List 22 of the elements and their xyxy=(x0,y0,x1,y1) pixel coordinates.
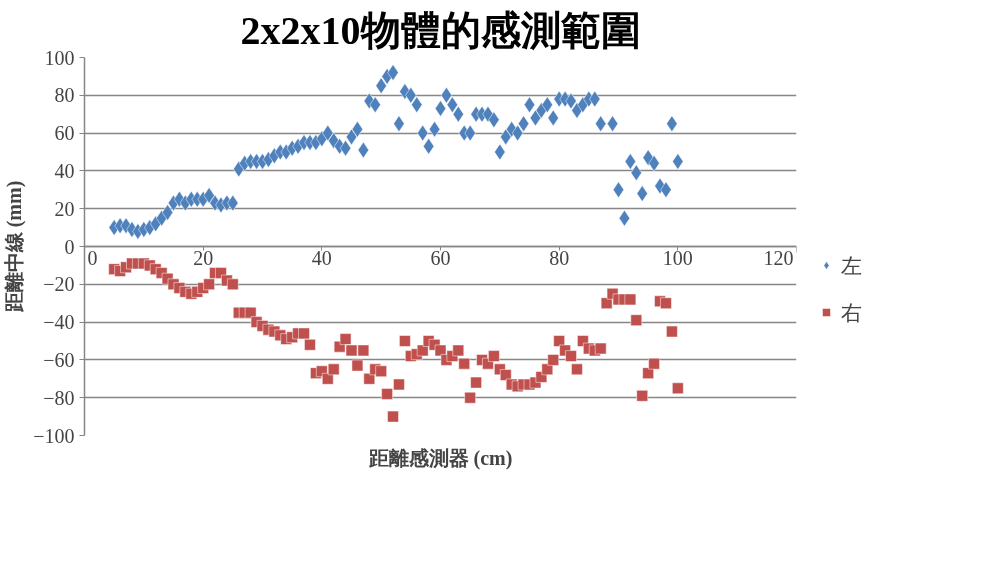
x-axis-title: 距離感測器 (cm) xyxy=(367,446,513,470)
y-tick-label: −20 xyxy=(43,273,75,296)
legend-label: 右 xyxy=(841,299,862,327)
y-tick-label: −100 xyxy=(33,424,75,447)
x-tick-label: 100 xyxy=(662,246,693,269)
y-tick-label: 60 xyxy=(54,122,75,145)
y-axis-title: 距離中線 (mm) xyxy=(3,180,27,314)
y-tick-label: −80 xyxy=(43,386,75,409)
x-tick-label: 120 xyxy=(763,246,794,269)
x-tick-label: 40 xyxy=(311,246,332,269)
x-tick-label: 0 xyxy=(87,246,98,269)
y-tick-label: 20 xyxy=(54,197,75,220)
y-tick-label: −40 xyxy=(43,311,75,334)
legend-label: 左 xyxy=(841,252,862,280)
x-tick-label: 80 xyxy=(549,246,570,269)
x-tick-label: 20 xyxy=(193,246,214,269)
y-tick-label: −60 xyxy=(43,348,75,371)
y-tick-label: 80 xyxy=(54,84,75,107)
x-tick-label: 60 xyxy=(430,246,451,269)
y-tick-label: 100 xyxy=(44,46,75,69)
chart-title: 2x2x10物體的感測範圍 xyxy=(240,7,641,53)
y-tick-label: 40 xyxy=(54,159,75,182)
